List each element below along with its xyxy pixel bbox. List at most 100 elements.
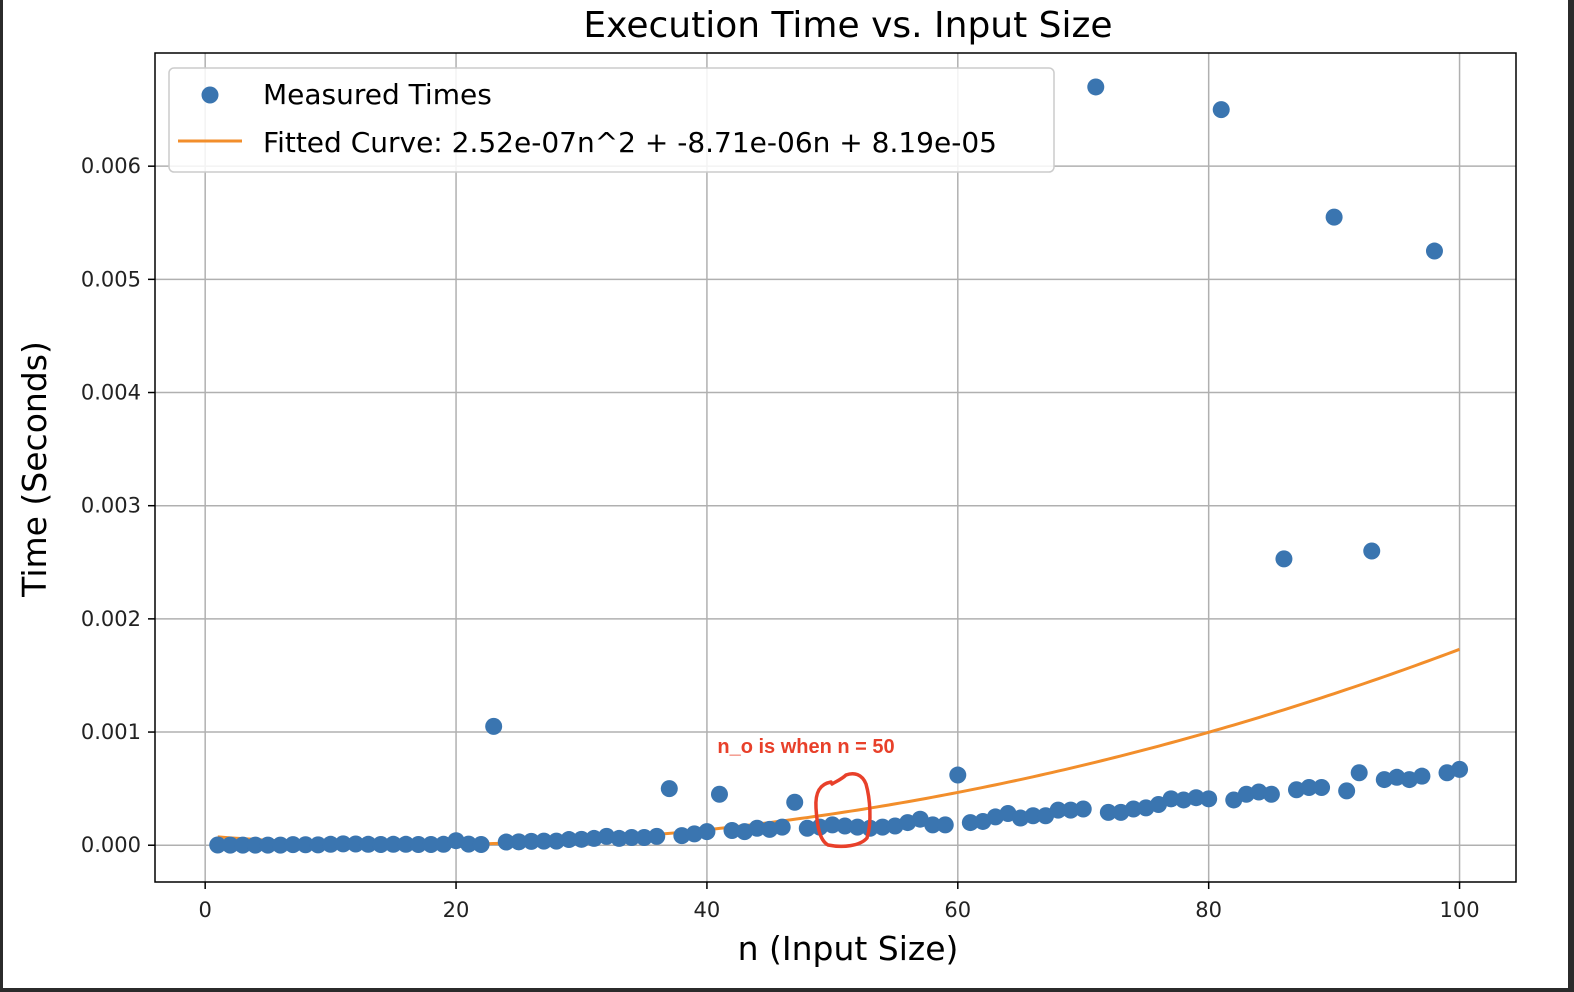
data-point	[510, 833, 528, 851]
window-edge-left	[0, 0, 3, 992]
y-tick-label: 0.000	[81, 833, 141, 857]
data-point	[961, 814, 979, 832]
window-edge-right	[1568, 0, 1574, 992]
data-point	[1237, 785, 1255, 803]
data-point	[1162, 790, 1180, 808]
data-point	[786, 793, 804, 811]
data-point	[1287, 781, 1305, 799]
data-point	[485, 717, 503, 735]
data-point	[409, 836, 427, 854]
data-point	[1350, 764, 1368, 782]
data-point	[535, 832, 553, 850]
legend-box	[168, 67, 1055, 173]
data-point	[685, 825, 703, 843]
x-tick-label: 80	[1195, 898, 1222, 922]
data-point	[610, 829, 628, 847]
data-point	[322, 835, 340, 853]
data-point	[397, 835, 415, 853]
data-point	[334, 835, 352, 853]
data-point	[297, 836, 315, 854]
data-point	[1124, 800, 1142, 818]
data-point	[660, 780, 678, 798]
measured-points	[209, 78, 1469, 854]
y-tick-label: 0.001	[81, 720, 141, 744]
annotation-circle-mark	[814, 771, 872, 849]
y-axis-ticks: 0.000 0.001 0.002 0.003 0.004 0.005 0.006	[81, 154, 155, 857]
legend: Measured Times Fitted Curve: 2.52e-07n^2…	[168, 67, 1055, 173]
data-point	[372, 836, 390, 854]
data-point	[836, 817, 854, 835]
y-tick-label: 0.004	[81, 381, 141, 405]
data-point	[1313, 779, 1331, 796]
data-point	[221, 836, 239, 854]
data-point	[1175, 791, 1193, 809]
data-point	[1363, 542, 1381, 560]
x-tick-label: 40	[694, 898, 721, 922]
data-point	[761, 820, 779, 838]
window-edge-bottom	[0, 988, 1574, 992]
data-point	[472, 836, 490, 854]
data-point	[949, 766, 967, 784]
data-point	[522, 832, 540, 850]
legend-label-fitted: Fitted Curve: 2.52e-07n^2 + -8.71e-06n +…	[263, 126, 997, 159]
data-point	[635, 829, 653, 847]
data-point	[1275, 550, 1293, 568]
data-point	[359, 835, 377, 853]
data-point	[648, 827, 666, 845]
data-point	[309, 836, 327, 854]
data-point	[1375, 771, 1393, 789]
data-point	[748, 819, 766, 837]
data-point	[710, 785, 728, 803]
data-point	[547, 832, 565, 850]
legend-marker-measured	[201, 86, 219, 104]
data-point	[924, 816, 942, 834]
x-tick-label: 100	[1440, 898, 1480, 922]
data-point	[1413, 767, 1431, 785]
data-point	[598, 827, 616, 845]
data-point	[1062, 801, 1080, 819]
data-point	[585, 829, 603, 847]
annotation-text: n_o is when n = 50	[717, 736, 894, 758]
y-tick-label: 0.003	[81, 494, 141, 518]
data-point	[1049, 801, 1067, 819]
data-point	[1099, 803, 1117, 821]
data-point	[1187, 789, 1205, 807]
data-point	[246, 836, 264, 854]
y-axis-label: Time (Seconds)	[15, 341, 54, 598]
data-point	[1087, 78, 1105, 96]
data-point	[234, 836, 252, 854]
data-point	[1200, 790, 1218, 808]
data-point	[1250, 783, 1268, 801]
chart-title: Execution Time vs. Input Size	[583, 5, 1112, 46]
data-point	[1300, 779, 1318, 796]
y-tick-label: 0.002	[81, 607, 141, 631]
data-point	[1024, 807, 1042, 825]
data-point	[460, 835, 478, 853]
data-point	[572, 830, 590, 848]
data-point	[1388, 768, 1406, 786]
data-point	[1451, 760, 1469, 778]
data-point	[1338, 782, 1356, 800]
data-point	[384, 835, 402, 853]
data-point	[497, 833, 515, 851]
data-point	[1325, 208, 1343, 226]
data-point	[259, 836, 277, 854]
data-point	[673, 827, 691, 845]
x-axis-ticks: 0 20 40 60 80 100	[198, 882, 1480, 922]
data-point	[623, 829, 641, 847]
data-point	[1425, 242, 1443, 260]
data-point	[1074, 800, 1092, 818]
data-point	[1012, 809, 1030, 827]
data-point	[347, 835, 365, 853]
x-tick-label: 0	[198, 898, 211, 922]
data-point	[284, 836, 302, 854]
data-point	[271, 836, 289, 854]
x-tick-label: 20	[443, 898, 470, 922]
y-tick-label: 0.006	[81, 154, 141, 178]
data-point	[848, 818, 866, 836]
data-point	[874, 818, 892, 836]
x-axis-label: n (Input Size)	[738, 929, 959, 968]
annotation: n_o is when n = 50	[717, 736, 895, 849]
data-point	[209, 836, 227, 854]
